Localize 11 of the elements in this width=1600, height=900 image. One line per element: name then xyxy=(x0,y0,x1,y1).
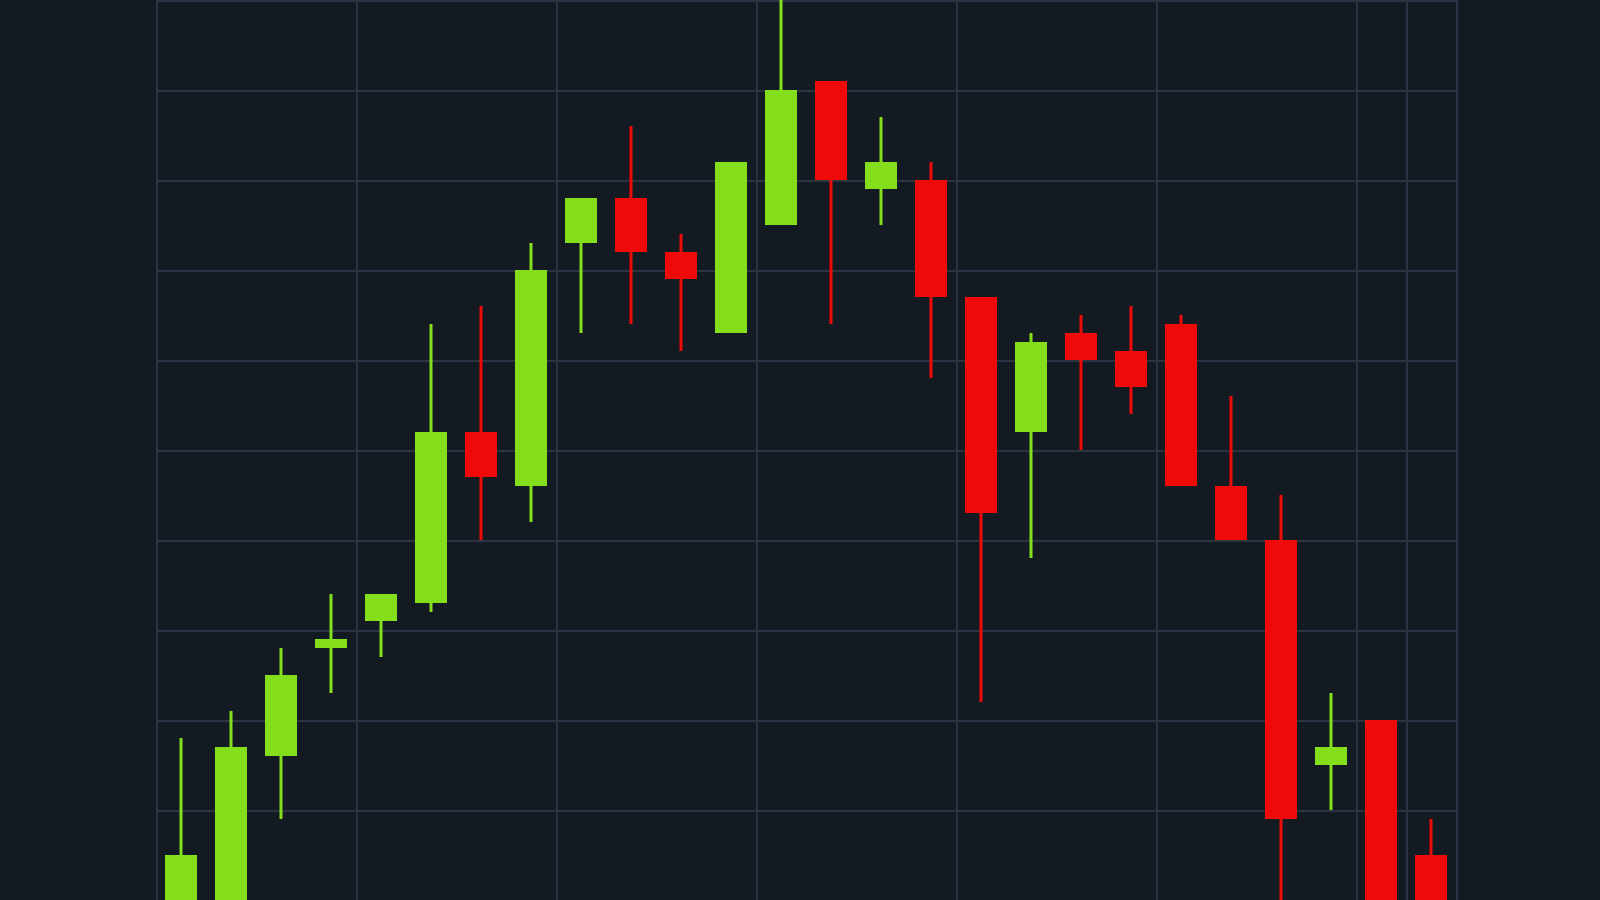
candlestick xyxy=(1065,313,1097,452)
candlestick xyxy=(665,232,697,353)
candlestick xyxy=(565,196,597,335)
candlestick xyxy=(1415,817,1447,900)
candlestick xyxy=(315,592,347,695)
candlestick xyxy=(465,304,497,542)
candlestick xyxy=(365,592,397,659)
candlestick xyxy=(865,115,897,227)
candlestick xyxy=(1115,304,1147,416)
candlestick xyxy=(165,736,197,900)
candlestick xyxy=(1315,691,1347,812)
